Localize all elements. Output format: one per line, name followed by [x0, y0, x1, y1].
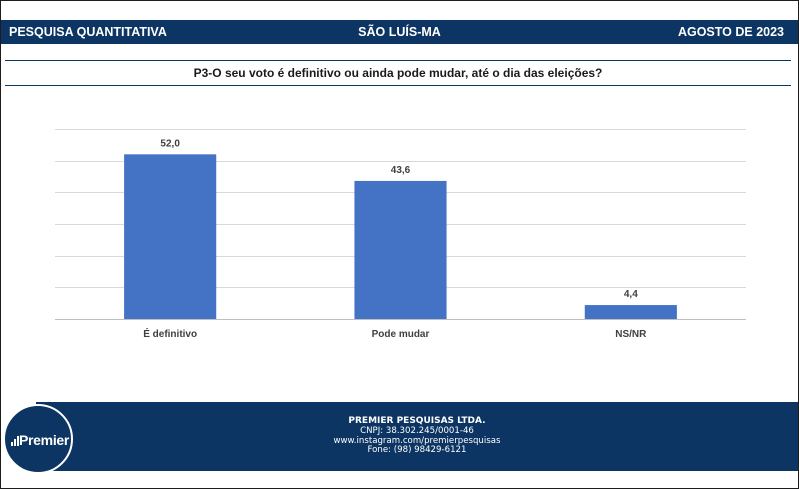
- survey-date-label: AGOSTO DE 2023: [677, 25, 784, 39]
- category-label: Pode mudar: [372, 329, 430, 340]
- signal-bars-icon: [11, 436, 21, 446]
- premier-logo: Premier: [3, 404, 73, 474]
- footer-bar: PREMIER PESQUISAS LTDA. CNPJ: 38.302.245…: [36, 402, 798, 471]
- instagram-link[interactable]: www.instagram.com/premierpesquisas: [333, 435, 501, 446]
- survey-type-label: PESQUISA QUANTITATIVA: [9, 25, 167, 39]
- company-name: PREMIER PESQUISAS LTDA.: [348, 416, 486, 426]
- data-labels: 52,0 43,6 4,4: [160, 138, 638, 300]
- city-label: SÃO LUÍS-MA: [358, 25, 441, 39]
- category-labels: É definitivo Pode mudar NS/NR: [143, 327, 647, 340]
- data-label: 4,4: [624, 289, 638, 300]
- bar: [124, 154, 217, 319]
- header-bar: PESQUISA QUANTITATIVA SÃO LUÍS-MA AGOSTO…: [1, 20, 798, 44]
- question-title: P3-O seu voto é definitivo ou ainda pode…: [193, 66, 603, 80]
- category-label: É definitivo: [143, 327, 197, 340]
- bars: [124, 154, 677, 319]
- logo-text: Premier: [19, 432, 70, 448]
- category-label: NS/NR: [615, 329, 647, 340]
- data-label: 52,0: [160, 138, 180, 149]
- bar: [584, 305, 677, 319]
- question-box: P3-O seu voto é definitivo ou ainda pode…: [5, 60, 791, 86]
- data-label: 43,6: [391, 165, 411, 176]
- bar: [354, 180, 447, 319]
- phone-number: Fone: (98) 98429-6121: [367, 445, 467, 456]
- company-cnpj: CNPJ: 38.302.245/0001-46: [360, 425, 474, 436]
